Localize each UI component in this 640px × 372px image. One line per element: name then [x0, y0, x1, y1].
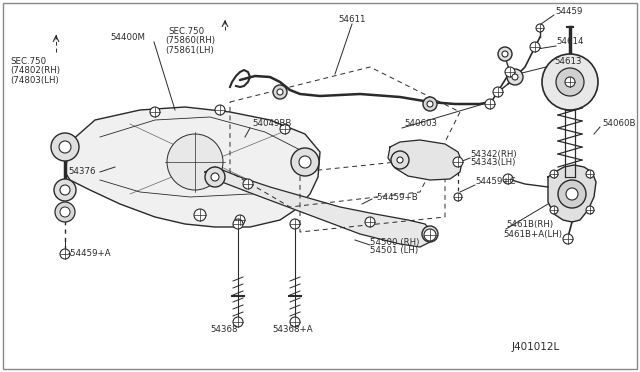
Text: 54368: 54368: [210, 326, 237, 334]
Circle shape: [205, 167, 225, 187]
Text: (75861(LH): (75861(LH): [165, 45, 214, 55]
Circle shape: [397, 157, 403, 163]
Text: 54501 (LH): 54501 (LH): [370, 247, 418, 256]
Text: 54613: 54613: [554, 58, 582, 67]
Text: (74803(LH): (74803(LH): [10, 76, 59, 84]
Text: 54400M: 54400M: [110, 32, 145, 42]
Circle shape: [54, 179, 76, 201]
Circle shape: [391, 151, 409, 169]
Circle shape: [422, 226, 438, 242]
Circle shape: [150, 107, 160, 117]
Text: 5461B+A(LH): 5461B+A(LH): [503, 230, 562, 238]
Circle shape: [427, 101, 433, 107]
Circle shape: [299, 156, 311, 168]
Circle shape: [280, 124, 290, 134]
Circle shape: [503, 174, 513, 184]
Circle shape: [512, 74, 518, 80]
Circle shape: [55, 202, 75, 222]
Text: SEC.750: SEC.750: [168, 28, 204, 36]
Text: 540603: 540603: [404, 119, 437, 128]
Text: 54376: 54376: [68, 167, 95, 176]
Text: 54459+C: 54459+C: [475, 177, 516, 186]
Text: 54060B: 54060B: [602, 119, 636, 128]
Circle shape: [502, 51, 508, 57]
Polygon shape: [205, 167, 432, 247]
Circle shape: [556, 68, 584, 96]
Circle shape: [454, 193, 462, 201]
Text: 54614: 54614: [556, 38, 584, 46]
Circle shape: [586, 170, 594, 178]
Circle shape: [60, 207, 70, 217]
Circle shape: [423, 97, 437, 111]
Circle shape: [51, 133, 79, 161]
Circle shape: [291, 148, 319, 176]
Circle shape: [498, 47, 512, 61]
Text: (74802(RH): (74802(RH): [10, 67, 60, 76]
Text: 54343(LH): 54343(LH): [470, 158, 515, 167]
Circle shape: [493, 87, 503, 97]
Circle shape: [167, 134, 223, 190]
Text: 54459: 54459: [555, 7, 582, 16]
Circle shape: [505, 67, 515, 77]
Circle shape: [563, 234, 573, 244]
Text: 54049BB: 54049BB: [252, 119, 291, 128]
Circle shape: [507, 69, 523, 85]
Circle shape: [233, 317, 243, 327]
Polygon shape: [548, 165, 596, 222]
Circle shape: [290, 219, 300, 229]
Polygon shape: [388, 140, 462, 180]
Circle shape: [424, 229, 436, 241]
Circle shape: [550, 206, 558, 214]
Circle shape: [194, 209, 206, 221]
Circle shape: [453, 157, 463, 167]
Polygon shape: [65, 107, 320, 227]
Circle shape: [536, 24, 544, 32]
Circle shape: [485, 99, 495, 109]
Circle shape: [558, 180, 586, 208]
Circle shape: [273, 85, 287, 99]
Text: 54368+A: 54368+A: [272, 326, 312, 334]
Circle shape: [211, 173, 219, 181]
Text: (75860(RH): (75860(RH): [165, 36, 215, 45]
Circle shape: [290, 317, 300, 327]
Text: 54500 (RH): 54500 (RH): [370, 237, 419, 247]
Text: -54459+B: -54459+B: [375, 192, 419, 202]
Text: 5461B(RH): 5461B(RH): [506, 219, 553, 228]
Circle shape: [60, 249, 70, 259]
Circle shape: [235, 215, 245, 225]
Circle shape: [365, 217, 375, 227]
Text: 54611: 54611: [339, 16, 365, 25]
Circle shape: [565, 77, 575, 87]
Circle shape: [542, 54, 598, 110]
Circle shape: [60, 185, 70, 195]
Circle shape: [586, 206, 594, 214]
Circle shape: [215, 105, 225, 115]
Text: J401012L: J401012L: [512, 342, 560, 352]
Circle shape: [277, 89, 283, 95]
Circle shape: [233, 219, 243, 229]
Text: -54459+A: -54459+A: [68, 250, 111, 259]
Circle shape: [59, 141, 71, 153]
Circle shape: [566, 188, 578, 200]
Circle shape: [550, 170, 558, 178]
Circle shape: [243, 179, 253, 189]
Circle shape: [530, 42, 540, 52]
Text: SEC.750: SEC.750: [10, 58, 46, 67]
Circle shape: [427, 231, 433, 237]
Text: 54342(RH): 54342(RH): [470, 150, 516, 158]
